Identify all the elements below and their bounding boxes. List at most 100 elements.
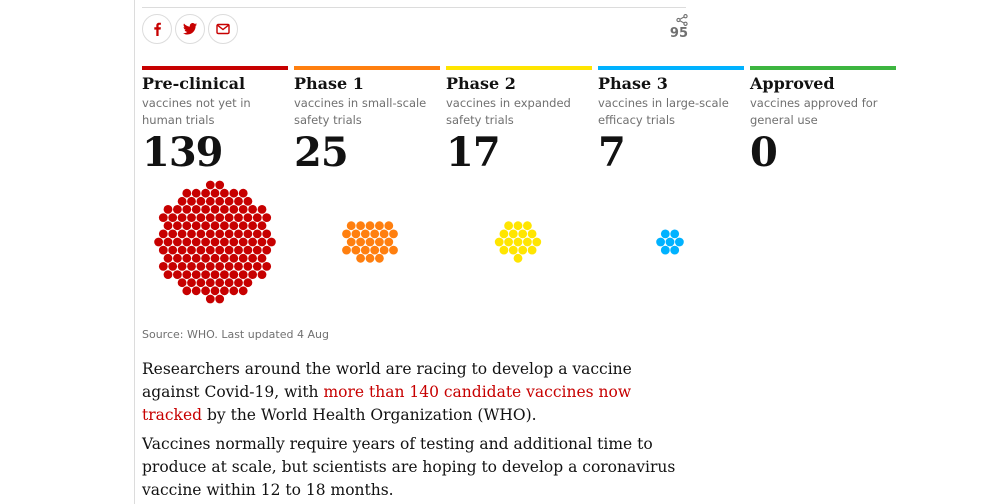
vaccine-dot — [191, 237, 201, 247]
vaccine-dot — [220, 286, 229, 296]
vaccine-dot — [346, 237, 356, 247]
vaccine-dot — [182, 205, 192, 214]
vaccine-dot — [523, 237, 532, 247]
vaccine-dot — [182, 286, 192, 296]
vaccine-dot — [267, 237, 276, 247]
vaccine-dot — [257, 253, 267, 263]
vaccine-dot — [257, 221, 267, 231]
stage-name: Approved — [750, 74, 835, 93]
vaccine-dot — [158, 229, 168, 239]
vaccine-dot — [379, 229, 389, 239]
dot-cluster-phase-1 — [342, 221, 398, 263]
stage-phase-3: Phase 3 vaccines in large-scale efficacy… — [598, 66, 744, 175]
stage-bar — [750, 66, 896, 70]
twitter-share-button[interactable] — [175, 14, 205, 44]
vaccine-dot — [527, 245, 537, 255]
vaccine-dot — [173, 205, 182, 214]
vaccine-dot — [205, 213, 215, 222]
vaccine-dot — [360, 245, 370, 255]
twitter-icon — [183, 23, 197, 35]
email-icon — [216, 23, 230, 35]
vaccine-dot — [215, 229, 225, 239]
vaccine-dot — [220, 253, 229, 263]
stage-description: vaccines in small-scale safety trials — [294, 96, 427, 127]
vaccine-dot — [252, 245, 262, 255]
vaccine-dot — [243, 278, 253, 288]
vaccine-dot — [224, 245, 234, 255]
vaccine-dot — [504, 237, 513, 247]
vaccine-dot — [229, 205, 239, 214]
stage-name: Phase 1 — [294, 74, 364, 93]
vaccine-dot — [191, 270, 201, 279]
vaccine-dot — [182, 253, 192, 263]
vaccine-dot — [201, 286, 210, 296]
vaccine-dot — [215, 262, 225, 271]
vaccine-dot — [351, 229, 361, 239]
body-paragraph-1: Researchers around the world are racing … — [142, 358, 687, 427]
vaccine-dot — [356, 221, 365, 231]
vaccine-dot — [177, 245, 187, 255]
facebook-share-button[interactable] — [142, 14, 172, 44]
vaccine-dot — [375, 237, 384, 247]
vaccine-dot — [210, 270, 220, 279]
vaccine-dot — [248, 221, 257, 231]
vaccine-dot — [220, 205, 229, 214]
stage-phase-2: Phase 2 vaccines in expanded safety tria… — [446, 66, 592, 175]
vaccine-dot — [248, 253, 257, 263]
vaccine-dot — [173, 237, 182, 247]
vaccine-dot — [229, 237, 239, 247]
vaccine-dot — [196, 229, 206, 239]
vaccine-dot — [220, 221, 229, 231]
stage-description: vaccines in expanded safety trials — [446, 96, 571, 127]
vaccine-dot — [248, 205, 257, 214]
vaccine-dot — [158, 262, 168, 271]
vaccine-dot — [220, 188, 229, 198]
email-share-button[interactable] — [208, 14, 238, 44]
vaccine-dot — [238, 286, 248, 296]
vaccine-dot — [224, 213, 234, 222]
vaccine-dot — [238, 221, 248, 231]
vaccine-dot — [163, 237, 173, 247]
vaccine-dot — [675, 237, 684, 247]
vaccine-dot — [191, 221, 201, 231]
vaccine-dot — [346, 221, 356, 231]
vaccine-dot — [384, 221, 394, 231]
vaccine-dot — [168, 229, 178, 239]
vaccine-dot — [243, 229, 253, 239]
stage-count: 7 — [598, 129, 626, 176]
vaccine-dot — [257, 270, 267, 279]
vaccine-dot — [215, 180, 225, 190]
vaccine-dot — [379, 245, 389, 255]
vaccine-dot — [229, 221, 239, 231]
vaccine-dot — [262, 229, 272, 239]
facebook-icon — [154, 22, 161, 36]
vaccine-dot — [243, 196, 253, 206]
vaccine-dot — [210, 221, 220, 231]
vaccine-dot — [365, 253, 375, 263]
vaccine-dot — [518, 245, 528, 255]
vaccine-dot — [187, 229, 196, 239]
vaccine-dot — [660, 245, 670, 255]
vaccine-dot — [248, 237, 257, 247]
article-body: Researchers around the world are racing … — [142, 358, 687, 504]
stage-description: vaccines not yet in human trials — [142, 96, 251, 127]
vaccine-dot — [229, 188, 239, 198]
article-column-rule — [134, 0, 135, 504]
vaccine-dot — [201, 188, 210, 198]
dot-cluster-phase-3 — [656, 229, 684, 255]
vaccine-dot — [168, 213, 178, 222]
stage-bar — [294, 66, 440, 70]
vaccine-dot — [168, 262, 178, 271]
vaccine-dot — [163, 221, 173, 231]
vaccine-dot — [234, 245, 243, 255]
vaccine-dot — [173, 221, 182, 231]
vaccine-dot — [370, 229, 380, 239]
vaccine-dot — [389, 229, 398, 239]
vaccine-dot — [257, 237, 267, 247]
who-tracker-link[interactable]: more than 140 candidate vaccines now tra… — [142, 383, 632, 424]
vaccine-dot — [196, 196, 206, 206]
vaccine-dot — [513, 237, 523, 247]
stage-bar — [598, 66, 744, 70]
vaccine-dot — [210, 237, 220, 247]
vaccine-dot — [177, 278, 187, 288]
